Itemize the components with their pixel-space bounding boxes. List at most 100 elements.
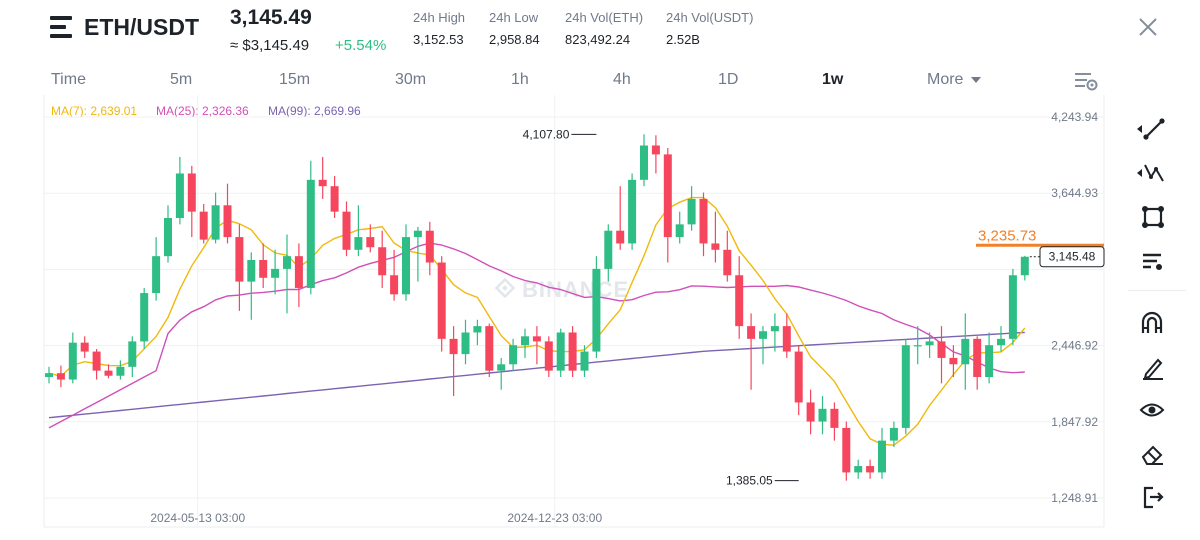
candles — [45, 134, 1029, 481]
candle-body — [473, 326, 482, 333]
fib-tools-icon[interactable] — [1125, 157, 1173, 187]
text-tools-icon[interactable] — [1125, 245, 1173, 275]
y-tick-label: 4,243.94 — [1051, 110, 1098, 124]
candle-body — [211, 205, 220, 240]
candle-body — [1008, 275, 1017, 339]
candle-body — [92, 351, 101, 371]
candle-body — [80, 342, 89, 352]
candle-body — [271, 268, 280, 278]
moving-average-lines — [48, 196, 1026, 446]
tab-30m[interactable]: 30m — [395, 71, 427, 88]
candle-body — [687, 198, 696, 225]
candle-body — [985, 345, 994, 378]
tab-time[interactable]: Time — [51, 71, 86, 88]
stat-value-24h-vol-eth: 823,492.24 — [565, 32, 631, 47]
y-tick-label: 1,248.91 — [1051, 491, 1098, 505]
candle-body — [485, 326, 494, 371]
candle-body — [735, 275, 744, 327]
candle-body — [818, 408, 827, 422]
candle-body — [140, 293, 149, 342]
stat-label-24h-high: 24h High — [413, 10, 466, 25]
stat-label-24h-vol-eth: 24h Vol(ETH) — [565, 10, 644, 25]
tab-more-label: More — [927, 71, 964, 88]
chart-settings-icon[interactable] — [1073, 70, 1099, 92]
menu-icon[interactable] — [50, 14, 74, 40]
close-icon[interactable] — [1137, 16, 1159, 38]
stat-label-24h-vol-usdt: 24h Vol(USDT) — [666, 10, 754, 25]
candle-body — [175, 173, 184, 218]
candle-body — [390, 275, 399, 295]
candle-body — [854, 466, 863, 473]
tab-5m[interactable]: 5m — [170, 71, 193, 88]
approx-usd-price: ≈ $3,145.49 — [230, 37, 310, 54]
binance-watermark: BINANCE — [494, 277, 629, 302]
candle-body — [461, 332, 470, 355]
candle-body — [913, 345, 922, 347]
stat-value-24h-low: 2,958.84 — [489, 32, 540, 47]
tab-1h[interactable]: 1h — [511, 71, 529, 88]
chevron-down-icon — [970, 76, 981, 83]
candle-body — [128, 341, 137, 367]
x-tick-label: 2024-05-13 03:00 — [150, 511, 245, 525]
candle-body — [747, 326, 756, 339]
tab-15m[interactable]: 15m — [279, 71, 311, 88]
candle-body — [164, 217, 172, 257]
candle-body — [675, 224, 684, 238]
candle-body — [925, 341, 934, 346]
ma99-line — [48, 331, 1025, 419]
candle-body — [283, 256, 291, 269]
tab-4h[interactable]: 4h — [613, 71, 631, 88]
high-marker-label: 4,107.80 — [523, 127, 570, 141]
candle-body — [318, 179, 327, 187]
y-tick-label: 2,446.92 — [1051, 339, 1098, 353]
price-change-percent: +5.54% — [335, 37, 387, 54]
candle-body — [413, 230, 422, 238]
candle-body — [532, 336, 541, 342]
shapes-icon[interactable] — [1125, 201, 1173, 231]
tab-more[interactable]: More — [927, 71, 981, 89]
ma25-label: MA(25): 2,326.36 — [156, 104, 249, 118]
pencil-icon[interactable] — [1125, 351, 1173, 381]
candlestick-chart[interactable]: BINANCE 4,243.94 3,644.93 2,446.92 1,847.92… — [0, 95, 1120, 535]
candle-body — [294, 256, 303, 288]
tab-1w[interactable]: 1w — [822, 71, 844, 88]
candle-body — [497, 364, 506, 371]
stat-value-24h-vol-usdt: 2.52B — [666, 32, 700, 47]
candle-body — [544, 341, 553, 371]
trading-pair[interactable]: ETH/USDT — [84, 14, 199, 40]
candle-body — [604, 230, 613, 269]
candle-body — [901, 345, 910, 428]
candle-body — [842, 427, 851, 473]
candle-body — [366, 237, 375, 248]
candle-body — [592, 268, 601, 352]
candle-body — [68, 342, 77, 380]
candle-body — [580, 351, 589, 371]
candle-body — [402, 237, 410, 295]
stat-value-24h-high: 3,152.53 — [413, 32, 464, 47]
candle-body — [651, 145, 660, 155]
trend-line-tool[interactable] — [1125, 113, 1173, 143]
magnet-icon[interactable] — [1125, 307, 1173, 337]
candle-body — [949, 357, 958, 365]
candle-body — [425, 230, 434, 263]
ticker-header: ETH/USDT 3,145.49 ≈ $3,145.49 +5.54% 24h… — [0, 0, 1200, 64]
tab-1d[interactable]: 1D — [718, 71, 739, 88]
candle-body — [663, 154, 672, 238]
eye-icon[interactable] — [1125, 394, 1173, 424]
svg-text:BINANCE: BINANCE — [522, 277, 629, 302]
candle-body — [830, 408, 839, 428]
eraser-icon[interactable] — [1125, 438, 1173, 468]
exit-icon[interactable] — [1125, 481, 1173, 511]
candle-body — [640, 145, 648, 180]
candle-body — [889, 427, 898, 441]
ma25-line — [48, 242, 1025, 429]
candle-body — [937, 341, 946, 358]
chart-markers: 4,107.80 1,385.05 3,235.73 3,145.48 — [523, 127, 1105, 488]
candle-body — [782, 326, 791, 352]
candle-body — [342, 211, 351, 250]
candle-body — [997, 338, 1005, 346]
candle-body — [699, 198, 708, 244]
stat-label-24h-low: 24h Low — [489, 10, 539, 25]
candle-body — [378, 247, 387, 276]
chart-grid — [43, 95, 1105, 528]
